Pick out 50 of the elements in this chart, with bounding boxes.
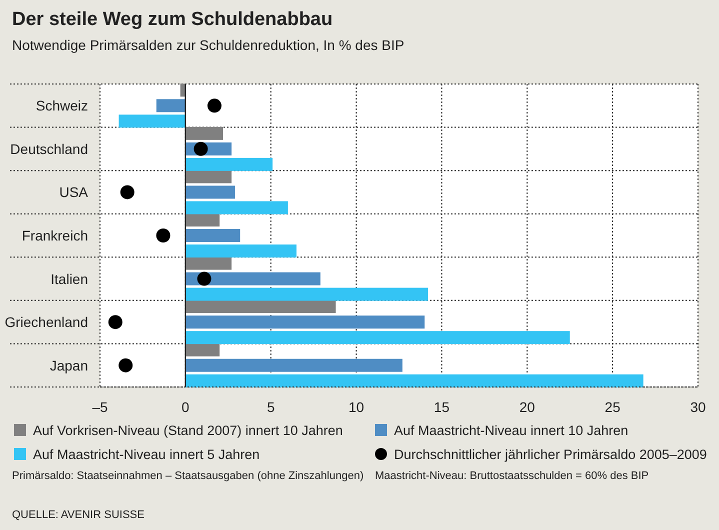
- bar: [156, 99, 186, 112]
- x-tick-label: 25: [604, 399, 621, 415]
- bar: [185, 316, 425, 329]
- y-tick-label: USA: [59, 184, 89, 200]
- text: Primärsaldo: Staatseinnahmen – Staatsausgaben (ohne Zinszahlungen): [12, 470, 364, 482]
- y-tick-label: Schweiz: [36, 98, 88, 114]
- bar: [185, 256, 232, 270]
- bar: [185, 343, 220, 356]
- bar: [185, 288, 428, 301]
- y-tick-label: Deutschland: [10, 140, 88, 157]
- bar: [185, 170, 232, 184]
- bar: [185, 358, 402, 372]
- chart-subtitle: Notwendige Primärsalden zur Schuldenreduktion, In % des BIP: [12, 37, 404, 53]
- bar: [185, 186, 235, 199]
- bar: [185, 158, 273, 171]
- x-tick-label: 15: [434, 399, 450, 415]
- bar: [185, 331, 570, 344]
- y-tick-label: Griechenland: [4, 314, 88, 330]
- source-note: QUELLE: AVENIR SUISSE: [12, 509, 144, 521]
- bar: [185, 229, 240, 242]
- x-tick-label: 0: [182, 399, 190, 415]
- x-tick-label: 30: [690, 399, 706, 415]
- x-tick-label: 5: [266, 399, 275, 415]
- bar: [185, 374, 644, 388]
- bar: [185, 214, 220, 226]
- point: [156, 228, 170, 242]
- point: [118, 358, 133, 372]
- point: [197, 272, 212, 286]
- legend-label: Durchschnittlicher jährlicher Primärsaldo 2005–2009: [394, 447, 707, 462]
- legend-label: Auf Maastricht-Niveau innert 10 Jahren: [394, 423, 628, 438]
- bar: [185, 126, 224, 140]
- y-tick-label: Italien: [50, 270, 88, 287]
- y-tick-label: Frankreich: [22, 228, 88, 244]
- point: [120, 185, 134, 200]
- x-tick-label: –5: [92, 399, 108, 415]
- point: [108, 315, 122, 330]
- bar: [118, 114, 186, 128]
- x-tick-label: 10: [348, 399, 364, 415]
- legend-label: Auf Vorkrisen-Niveau (Stand 2007) innert 10 Jahren: [33, 423, 343, 438]
- y-tick-label: Japan: [50, 357, 88, 374]
- chart-title: Der steile Weg zum Schuldenabbau: [12, 9, 333, 30]
- bar: [185, 300, 336, 314]
- x-tick-label: 20: [519, 399, 536, 415]
- bar: [185, 201, 288, 214]
- legend-label: Auf Maastricht-Niveau innert 5 Jahren: [33, 447, 260, 462]
- point: [194, 142, 208, 156]
- bar: [185, 272, 320, 286]
- point: [207, 98, 222, 113]
- text: Maastricht-Niveau: Bruttostaatsschulden = 60% des BIP: [375, 470, 649, 482]
- bar: [185, 244, 296, 258]
